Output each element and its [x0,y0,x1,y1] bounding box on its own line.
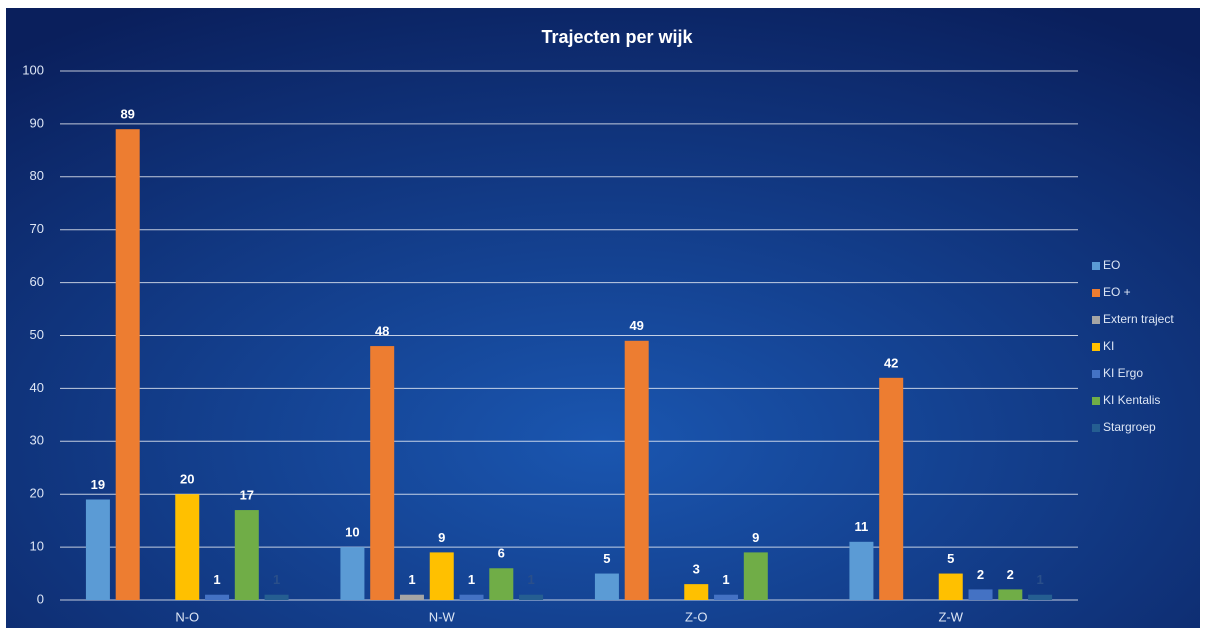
legend-swatch [1092,262,1100,270]
legend-label: KI Ergo [1103,366,1143,380]
data-label: 9 [752,530,759,545]
legend-swatch [1092,316,1100,324]
legend-label: Extern traject [1103,312,1174,326]
legend-swatch [1092,289,1100,297]
x-tick-label: Z-W [938,609,963,624]
legend-swatch [1092,343,1100,351]
legend-label: KI [1103,339,1114,353]
y-tick-label: 90 [30,115,44,130]
bar [175,494,200,600]
data-label: 5 [603,551,610,566]
bar [998,589,1023,600]
bar [340,547,365,600]
bar [714,594,739,600]
bar [489,568,514,600]
y-tick-label: 40 [30,380,44,395]
data-label: 2 [977,567,984,582]
bar [968,589,993,600]
bar [519,594,544,600]
data-label: 1 [1036,572,1043,587]
bar [459,594,484,600]
bar [624,340,649,600]
bar [205,594,230,600]
legend-label: KI Kentalis [1103,393,1160,407]
legend-swatch [1092,397,1100,405]
data-label: 10 [345,525,359,540]
data-label: 1 [273,572,280,587]
legend-label: EO + [1103,285,1131,299]
data-label: 89 [120,107,134,122]
legend-swatch [1092,370,1100,378]
data-label: 1 [213,572,220,587]
legend-label: EO [1103,258,1120,272]
legend-label: Stargroep [1103,420,1156,434]
bar [370,346,395,600]
data-label: 11 [855,519,869,534]
legend-swatch [1092,424,1100,432]
bar [594,573,619,600]
data-label: 1 [527,572,534,587]
data-label: 17 [240,488,254,503]
data-label: 3 [693,562,700,577]
y-tick-label: 20 [30,486,44,501]
data-label: 49 [629,318,643,333]
data-label: 1 [722,572,729,587]
background [6,8,1200,628]
x-tick-label: N-W [429,609,456,624]
data-label: 48 [375,324,389,339]
data-label: 6 [498,546,505,561]
data-label: 20 [180,472,194,487]
bar [264,594,289,600]
y-tick-label: 100 [22,62,44,77]
data-label: 1 [408,572,415,587]
data-label: 2 [1007,567,1014,582]
bar [684,584,709,600]
data-label: 1 [468,572,475,587]
x-tick-label: Z-O [685,609,707,624]
bar [429,552,454,600]
y-tick-label: 70 [30,221,44,236]
data-label: 5 [947,551,954,566]
bar [234,510,259,600]
y-tick-label: 60 [30,274,44,289]
bar [743,552,768,600]
chart-title: Trajecten per wijk [541,27,693,47]
bar [938,573,963,600]
y-tick-label: 80 [30,168,44,183]
bar [1028,594,1053,600]
bar [85,499,110,600]
y-tick-label: 30 [30,433,44,448]
y-tick-label: 10 [30,539,44,554]
data-label: 9 [438,530,445,545]
data-label: 42 [884,355,898,370]
bar [879,377,904,600]
y-tick-label: 50 [30,327,44,342]
bar [849,541,874,600]
bar [115,129,140,600]
data-label: 19 [91,477,105,492]
bar [399,594,424,600]
x-tick-label: N-O [175,609,199,624]
y-tick-label: 0 [37,591,44,606]
